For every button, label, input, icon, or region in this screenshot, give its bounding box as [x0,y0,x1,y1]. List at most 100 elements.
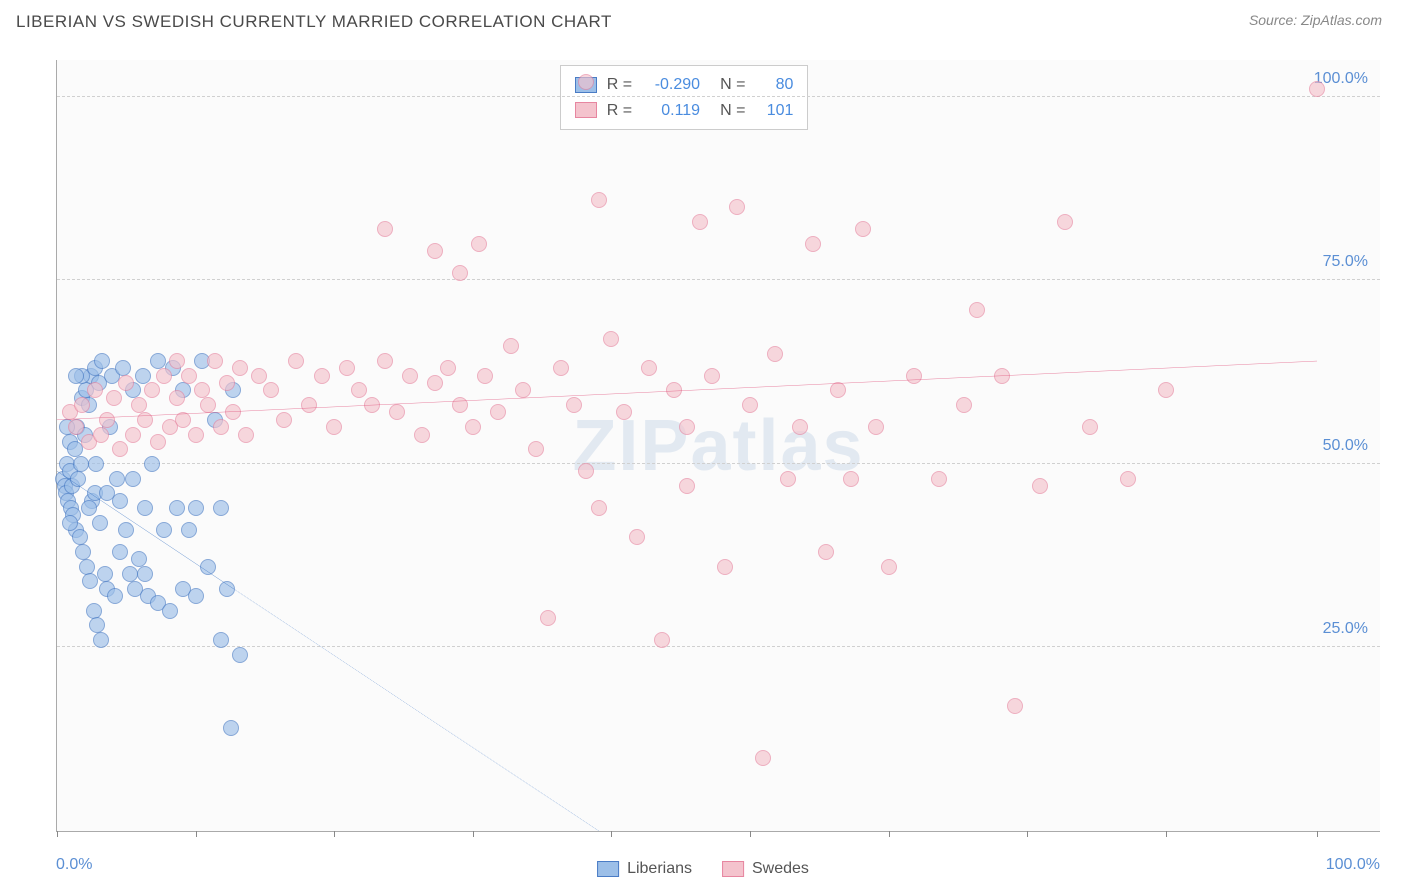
legend-label-swedes: Swedes [752,860,809,878]
scatter-point [679,419,695,435]
scatter-point [219,375,235,391]
scatter-point [666,382,682,398]
scatter-point [704,368,720,384]
scatter-point [88,456,104,472]
scatter-point [150,434,166,450]
scatter-point [339,360,355,376]
scatter-point [112,544,128,560]
scatter-point [115,360,131,376]
source-attribution: Source: ZipAtlas.com [1249,12,1382,28]
scatter-point [181,522,197,538]
gridline [57,646,1380,647]
scatter-point [402,368,418,384]
scatter-point [288,353,304,369]
scatter-point [81,500,97,516]
scatter-point [792,419,808,435]
scatter-point [225,404,241,420]
legend-swatch-swedes [722,861,744,877]
x-tick [750,831,751,837]
scatter-point [175,412,191,428]
scatter-point [93,632,109,648]
scatter-point [414,427,430,443]
scatter-point [679,478,695,494]
scatter-point [994,368,1010,384]
scatter-point [1007,698,1023,714]
scatter-point [515,382,531,398]
scatter-point [969,302,985,318]
scatter-point [188,500,204,516]
scatter-point [767,346,783,362]
scatter-point [72,529,88,545]
x-tick [196,831,197,837]
scatter-point [314,368,330,384]
scatter-point [219,581,235,597]
scatter-point [118,375,134,391]
scatter-point [717,559,733,575]
scatter-point [729,199,745,215]
plot-area: ZIPatlas R =-0.290N =80R =0.119N =101 25… [56,60,1380,832]
scatter-point [1057,214,1073,230]
gridline [57,463,1380,464]
scatter-point [654,632,670,648]
legend-item-liberians: Liberians [597,860,692,878]
stat-r-value: -0.290 [642,72,700,98]
scatter-point [68,368,84,384]
scatter-point [232,360,248,376]
scatter-point [68,419,84,435]
scatter-point [578,463,594,479]
scatter-point [503,338,519,354]
gridline [57,96,1380,97]
scatter-point [194,382,210,398]
y-tick-label: 50.0% [1323,437,1368,455]
scatter-point [131,397,147,413]
scatter-point [528,441,544,457]
chart-header: LIBERIAN VS SWEDISH CURRENTLY MARRIED CO… [0,0,1406,40]
scatter-point [125,471,141,487]
scatter-point [591,192,607,208]
scatter-point [87,382,103,398]
scatter-point [156,368,172,384]
scatter-point [276,412,292,428]
scatter-point [830,382,846,398]
scatter-point [223,720,239,736]
scatter-point [181,368,197,384]
trend-overlay [57,60,1380,831]
scatter-point [906,368,922,384]
scatter-point [742,397,758,413]
scatter-point [112,493,128,509]
scatter-point [591,500,607,516]
scatter-point [82,573,98,589]
scatter-point [540,610,556,626]
scatter-point [755,750,771,766]
scatter-point [427,243,443,259]
scatter-point [200,397,216,413]
scatter-point [843,471,859,487]
scatter-point [326,419,342,435]
scatter-point [616,404,632,420]
scatter-point [92,515,108,531]
scatter-point [629,529,645,545]
scatter-point [144,382,160,398]
x-tick [1166,831,1167,837]
chart-title: LIBERIAN VS SWEDISH CURRENTLY MARRIED CO… [16,12,612,32]
scatter-point [118,522,134,538]
scatter-point [477,368,493,384]
scatter-point [1032,478,1048,494]
y-tick-label: 25.0% [1323,620,1368,638]
scatter-point [213,500,229,516]
scatter-point [868,419,884,435]
scatter-point [1158,382,1174,398]
scatter-point [377,221,393,237]
scatter-point [94,353,110,369]
scatter-point [62,515,78,531]
scatter-point [1120,471,1136,487]
scatter-point [162,603,178,619]
watermark: ZIPatlas [572,405,864,487]
scatter-point [137,412,153,428]
scatter-point [465,419,481,435]
scatter-point [74,397,90,413]
x-tick [1027,831,1028,837]
gridline [57,279,1380,280]
scatter-point [855,221,871,237]
x-tick [334,831,335,837]
